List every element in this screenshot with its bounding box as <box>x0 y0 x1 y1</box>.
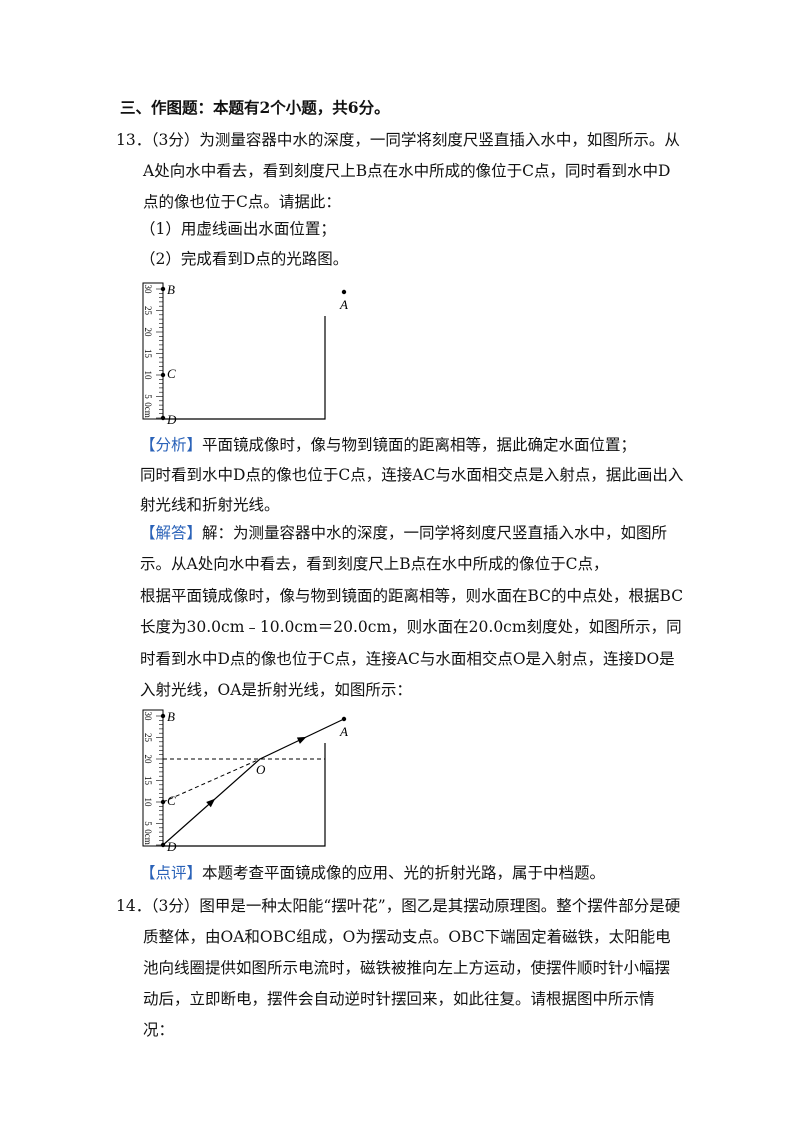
text: 同时看到水中D点的像也位于C点，连接AC与水面相交点是入射点，据此画出入射光线和… <box>140 466 684 514</box>
point <box>160 286 166 292</box>
point <box>160 713 166 719</box>
question-stem: （3分）图甲是一种太阳能“摆叶花”，图乙是其摆动原理图。整个摆件部分是硬质整体，… <box>143 897 681 1039</box>
point-label: O <box>256 762 266 777</box>
point <box>160 372 166 378</box>
figure: 30 25 20 15 10 5 0cm B C D A <box>142 282 348 426</box>
ruler-label: 20 <box>143 755 153 765</box>
ruler-label: 5 <box>143 821 153 826</box>
ruler-label: 30 <box>143 285 153 295</box>
point <box>160 415 166 421</box>
point-label: C <box>167 793 176 808</box>
comment: 【点评】本题考查平面镜成像的应用、光的折射光路，属于中档题。 <box>140 858 685 889</box>
question-item: （2）完成看到D点的光路图。 <box>140 250 349 268</box>
ruler-label: 20 <box>143 328 153 338</box>
ruler <box>142 282 164 420</box>
point-label: B <box>167 282 175 297</box>
container <box>163 743 326 847</box>
light-ray <box>162 718 345 846</box>
point-label: A <box>339 297 348 312</box>
ruler-label: 25 <box>143 306 153 316</box>
text: 解：为测量容器中水的深度，一同学将刻度尺竖直插入水中，如图所示。从A处向水中看去… <box>140 524 668 574</box>
section-title: 三、作图题：本题有2个小题，共6分。 <box>120 98 390 117</box>
ruler-label: 0cm <box>143 402 153 418</box>
ruler-label: 10 <box>143 798 153 808</box>
tag: 【解答】 <box>140 524 203 542</box>
figure: 30 25 20 15 10 5 0cm B C D A O <box>142 709 348 854</box>
answer: 【解答】解：为测量容器中水的深度，一同学将刻度尺竖直插入水中，如图所示。从A处向… <box>140 518 685 706</box>
ruler-label: 15 <box>143 776 153 786</box>
text: 本题考查平面镜成像的应用、光的折射光路，属于中档题。 <box>202 864 606 882</box>
ruler-label: 30 <box>143 712 153 722</box>
point-label: B <box>167 709 175 724</box>
analysis-line: 【分析】平面镜成像时，像与物到镜面的距离相等，据此确定水面位置； <box>140 430 685 460</box>
ruler-label: 0cm <box>143 829 153 845</box>
answer-line: 【解答】解：为测量容器中水的深度，一同学将刻度尺竖直插入水中，如图所示。从A处向… <box>140 518 685 581</box>
question-number: 14． <box>116 897 152 915</box>
ruler-label: 15 <box>143 349 153 359</box>
point-label: D <box>166 839 177 854</box>
tag: 【点评】 <box>140 864 203 882</box>
point-label: A <box>339 724 348 739</box>
point-label: C <box>167 366 176 381</box>
point <box>341 289 347 295</box>
virtual-ray <box>162 758 261 803</box>
question-item: （1）用虚线画出水面位置； <box>140 220 336 238</box>
point <box>160 842 166 848</box>
point <box>341 716 347 722</box>
analysis: 【分析】平面镜成像时，像与物到镜面的距离相等，据此确定水面位置； 同时看到水中D… <box>140 430 685 520</box>
ruler <box>142 709 164 847</box>
text: 根据平面镜成像时，像与物到镜面的距离相等，则水面在BC的中点处，根据BC长度为3… <box>140 586 684 700</box>
ruler-label: 10 <box>143 371 153 381</box>
question-stem: （3分）为测量容器中水的深度，一同学将刻度尺竖直插入水中，如图所示。从A处向水中… <box>143 131 680 211</box>
text: 平面镜成像时，像与物到镜面的距离相等，据此确定水面位置； <box>202 436 637 454</box>
arrow-head <box>296 736 307 744</box>
ruler-label: 5 <box>143 394 153 399</box>
point-label: D <box>166 412 177 426</box>
tag: 【分析】 <box>140 436 203 454</box>
question-number: 13． <box>116 131 152 149</box>
point <box>160 799 166 805</box>
ruler-label: 25 <box>143 733 153 743</box>
arrow-head <box>206 798 216 808</box>
container <box>163 316 326 420</box>
